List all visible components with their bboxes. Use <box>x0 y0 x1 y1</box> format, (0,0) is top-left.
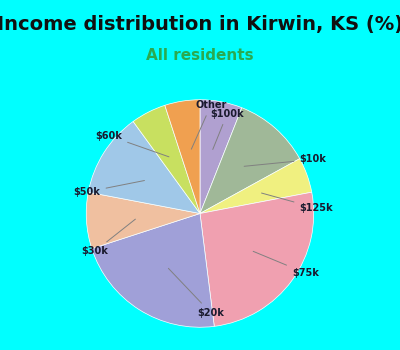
Text: $125k: $125k <box>262 193 333 213</box>
Text: $100k: $100k <box>210 109 244 149</box>
Wedge shape <box>200 108 300 214</box>
Text: Income distribution in Kirwin, KS (%): Income distribution in Kirwin, KS (%) <box>0 15 400 34</box>
Wedge shape <box>200 100 242 214</box>
Text: $75k: $75k <box>253 251 319 278</box>
Text: $50k: $50k <box>74 181 144 197</box>
Wedge shape <box>92 214 214 327</box>
Wedge shape <box>200 159 312 214</box>
Wedge shape <box>133 105 200 214</box>
Wedge shape <box>165 100 200 214</box>
Text: All residents: All residents <box>146 49 254 63</box>
Wedge shape <box>86 192 200 248</box>
Text: $30k: $30k <box>81 219 135 256</box>
Text: $10k: $10k <box>244 154 326 166</box>
Wedge shape <box>88 121 200 214</box>
Wedge shape <box>200 192 314 326</box>
Text: $60k: $60k <box>95 131 169 157</box>
Text: $20k: $20k <box>168 268 224 318</box>
Text: Other: Other <box>191 100 226 149</box>
